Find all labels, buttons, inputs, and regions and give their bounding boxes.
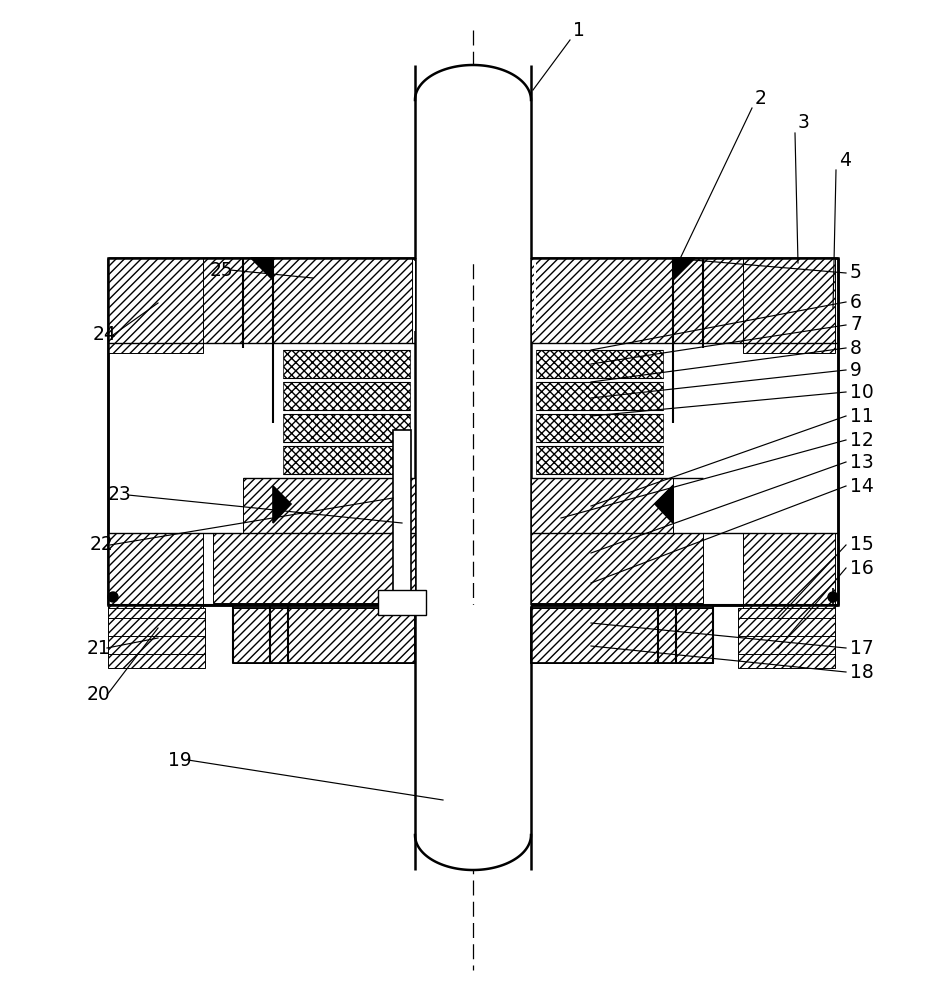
Text: 1: 1 — [573, 20, 585, 39]
Text: 9: 9 — [850, 360, 862, 379]
Bar — [108, 608, 205, 668]
Bar — [531, 608, 713, 663]
Text: 19: 19 — [168, 750, 192, 770]
Polygon shape — [655, 486, 673, 523]
Text: 20: 20 — [87, 686, 111, 704]
Text: 24: 24 — [93, 326, 117, 344]
Bar — [108, 258, 415, 605]
Circle shape — [828, 592, 838, 602]
Bar — [108, 258, 203, 353]
Text: 8: 8 — [850, 338, 862, 358]
Bar — [108, 533, 203, 613]
Bar — [283, 350, 410, 378]
Bar — [531, 608, 713, 663]
Polygon shape — [251, 258, 273, 280]
Bar — [738, 608, 835, 668]
Circle shape — [108, 592, 118, 602]
Bar — [243, 478, 415, 533]
Text: 17: 17 — [850, 639, 874, 658]
Bar — [415, 605, 531, 870]
Bar — [108, 258, 412, 343]
Text: 13: 13 — [850, 452, 874, 472]
Bar — [536, 446, 663, 474]
Text: 6: 6 — [850, 292, 862, 312]
Bar — [536, 350, 663, 378]
Bar — [283, 446, 410, 474]
Bar — [536, 414, 663, 442]
Bar — [531, 258, 835, 343]
Polygon shape — [673, 258, 695, 280]
Text: 14: 14 — [850, 477, 874, 495]
Bar — [531, 478, 673, 533]
Polygon shape — [273, 486, 291, 523]
Bar — [283, 414, 410, 442]
Text: 22: 22 — [90, 536, 114, 554]
Bar — [531, 258, 838, 605]
Bar — [378, 590, 426, 612]
Bar — [415, 65, 531, 258]
Bar — [413, 261, 415, 331]
Text: 23: 23 — [108, 486, 131, 504]
Text: 5: 5 — [850, 263, 862, 282]
Text: 4: 4 — [839, 150, 851, 169]
Text: 12: 12 — [850, 430, 874, 450]
Bar — [283, 382, 410, 410]
Bar — [536, 382, 663, 410]
Bar — [378, 590, 426, 615]
Bar — [233, 608, 415, 663]
Bar — [534, 261, 536, 331]
Bar — [393, 430, 411, 610]
Text: 7: 7 — [850, 316, 862, 334]
Text: 3: 3 — [798, 113, 810, 132]
Text: 21: 21 — [87, 639, 111, 658]
Bar — [233, 608, 415, 663]
Text: 11: 11 — [850, 406, 874, 426]
Bar — [531, 533, 703, 603]
Text: 2: 2 — [755, 89, 767, 107]
Text: 18: 18 — [850, 662, 874, 682]
Bar — [743, 258, 835, 353]
Bar — [743, 533, 835, 613]
Text: 15: 15 — [850, 536, 874, 554]
Bar — [213, 533, 415, 603]
Text: 25: 25 — [210, 260, 234, 279]
Text: 16: 16 — [850, 558, 874, 578]
Text: 10: 10 — [850, 382, 874, 401]
